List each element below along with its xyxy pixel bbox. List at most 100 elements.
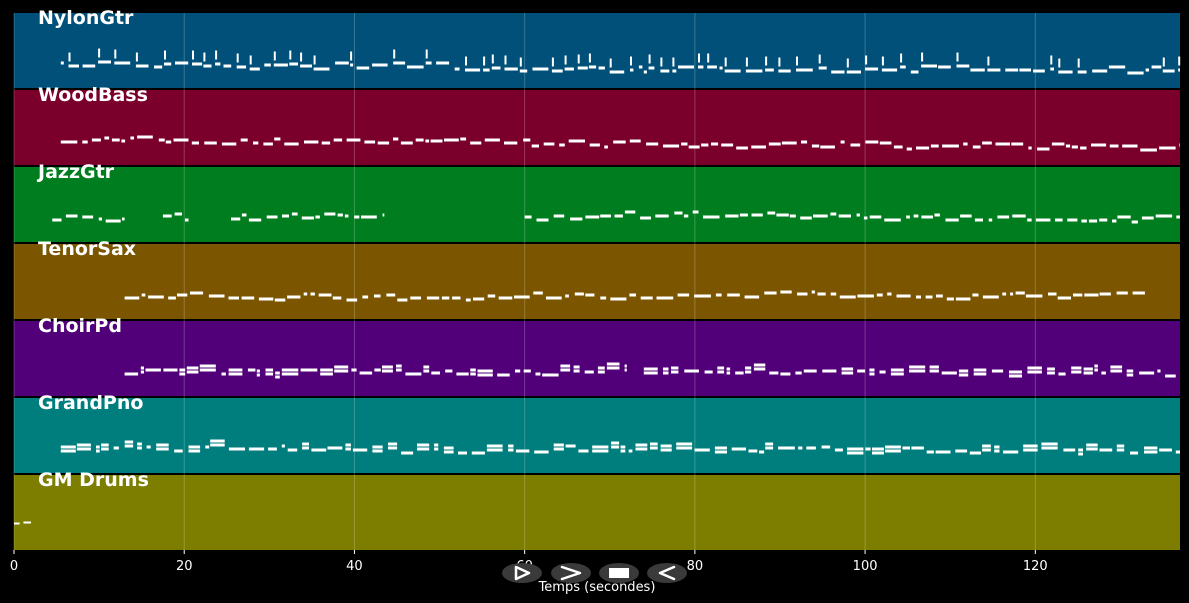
note	[988, 218, 993, 222]
note	[857, 294, 874, 298]
note	[872, 447, 884, 451]
note	[140, 370, 144, 374]
note	[553, 443, 564, 447]
track-labels: NylonGtr WoodBass JazzGtr TenorSax ChoirPd Gr…	[36, 7, 149, 491]
note	[124, 444, 134, 448]
note	[263, 142, 273, 146]
note	[410, 296, 421, 300]
note	[1176, 215, 1180, 219]
note	[350, 63, 354, 67]
note	[574, 292, 584, 296]
note	[228, 296, 239, 300]
note	[909, 369, 926, 373]
note	[104, 136, 110, 140]
note	[727, 293, 740, 297]
note	[111, 138, 120, 142]
note	[865, 140, 879, 144]
note	[1116, 291, 1128, 295]
note	[1058, 58, 1061, 68]
track-lane-choirpd[interactable]	[14, 321, 1180, 396]
note	[711, 142, 719, 146]
note	[1083, 367, 1093, 371]
x-axis-ticks: 020406080100120	[10, 550, 1048, 574]
note	[137, 442, 142, 446]
track-lane-jazzgtr[interactable]	[14, 167, 1180, 242]
play-outline-icon	[514, 565, 531, 581]
track-lane-tenorsax[interactable]	[14, 244, 1180, 319]
back-button[interactable]	[647, 563, 687, 583]
note	[671, 370, 679, 374]
note	[660, 69, 670, 73]
note	[470, 372, 476, 376]
note	[388, 442, 398, 446]
note	[221, 142, 237, 146]
note	[598, 66, 605, 70]
note	[660, 444, 672, 448]
note	[546, 296, 562, 300]
track-lane-gm-drums[interactable]	[14, 475, 1180, 550]
note	[846, 70, 861, 74]
note	[533, 291, 543, 295]
note	[592, 449, 609, 453]
note	[592, 445, 609, 449]
note	[515, 449, 530, 453]
note	[351, 368, 357, 372]
track-label-woodbass: WoodBass	[38, 84, 148, 106]
note	[137, 446, 142, 450]
note	[726, 371, 731, 375]
play-button[interactable]	[502, 563, 542, 583]
note	[972, 145, 981, 149]
note	[426, 296, 440, 300]
note	[628, 449, 633, 453]
note	[672, 69, 677, 73]
note	[1011, 142, 1024, 146]
note	[372, 445, 383, 449]
note	[334, 365, 349, 369]
note	[884, 218, 901, 222]
track-lane-grandpno[interactable]	[14, 398, 1180, 473]
forward-button[interactable]	[551, 563, 591, 583]
x-tick-label: 120	[1023, 559, 1048, 574]
stop-button[interactable]	[599, 563, 639, 583]
note	[663, 367, 669, 371]
note	[850, 143, 861, 147]
note	[1015, 291, 1025, 295]
note	[941, 371, 957, 375]
note	[431, 371, 440, 375]
note	[577, 54, 580, 64]
note	[725, 214, 739, 218]
note	[982, 141, 992, 145]
note	[273, 51, 276, 61]
note	[241, 296, 255, 300]
note	[300, 368, 318, 372]
note	[698, 65, 704, 69]
track-lane-nylongtr[interactable]	[14, 13, 1180, 88]
note	[1050, 67, 1054, 71]
note	[847, 451, 864, 455]
note	[1086, 443, 1098, 447]
note	[813, 214, 828, 218]
note	[313, 55, 316, 65]
note	[174, 449, 183, 453]
note	[724, 69, 741, 73]
track-lane-woodbass[interactable]	[14, 90, 1180, 165]
note	[635, 447, 648, 451]
note	[154, 65, 163, 69]
note	[560, 364, 571, 368]
note	[248, 218, 262, 222]
note	[585, 215, 600, 219]
note	[839, 295, 856, 299]
note	[519, 69, 528, 73]
note	[334, 369, 349, 373]
note	[258, 297, 274, 301]
note	[425, 139, 430, 143]
notes-grandpno	[60, 439, 1180, 456]
note	[1088, 219, 1098, 223]
note	[114, 49, 117, 59]
note	[906, 147, 912, 151]
note	[1002, 292, 1007, 296]
note	[585, 293, 595, 297]
stop-icon	[609, 568, 629, 578]
note	[1131, 220, 1138, 224]
note	[303, 292, 308, 296]
